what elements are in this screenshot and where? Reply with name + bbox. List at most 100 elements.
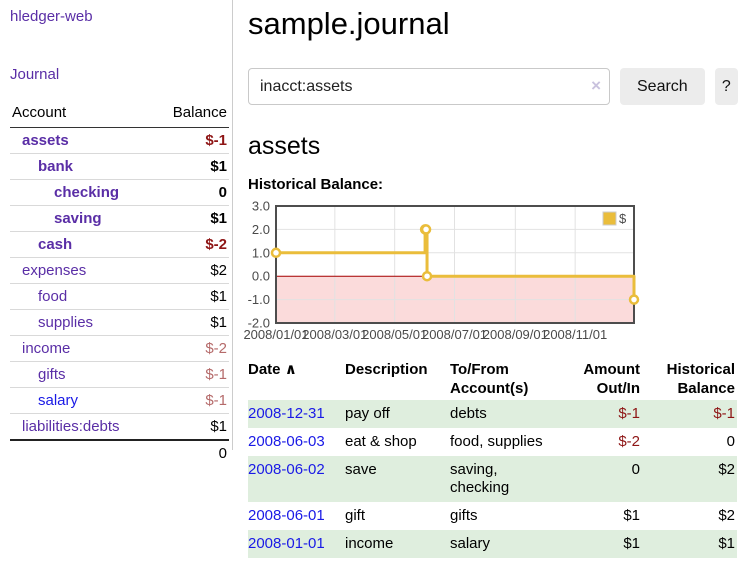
- col-header-historical-balance: Historical Balance: [666, 361, 735, 397]
- sidebar-account-link[interactable]: salary: [38, 392, 79, 409]
- col-header-account: Account: [10, 100, 153, 128]
- account-heading: assets: [248, 132, 321, 160]
- transaction-description: gift: [345, 507, 366, 524]
- data-point-marker: [628, 294, 640, 305]
- transaction-description: eat & shop: [345, 433, 417, 450]
- sidebar-account-link[interactable]: saving: [54, 210, 102, 227]
- sort-ascending-icon: ∧: [284, 361, 297, 378]
- register-row: 2008-06-01 gift gifts $1 $2: [248, 502, 737, 530]
- transaction-date-link[interactable]: 2008-06-01: [248, 507, 325, 524]
- sidebar-account-link[interactable]: expenses: [22, 262, 87, 279]
- sidebar-account-link[interactable]: supplies: [38, 314, 94, 331]
- sidebar-account-balance: $1: [153, 205, 229, 232]
- transaction-amount: $1: [562, 530, 642, 558]
- transaction-date-link[interactable]: 2008-06-02: [248, 461, 325, 478]
- data-point-marker: [421, 270, 433, 282]
- transaction-accounts: gifts: [450, 507, 478, 524]
- transaction-accounts: saving, checking: [450, 456, 562, 502]
- transaction-description: income: [345, 530, 450, 558]
- transaction-date-link[interactable]: 2008-06-03: [248, 433, 325, 450]
- transaction-description: pay off: [345, 400, 450, 428]
- register-row: 2008-06-03 eat & shop food, supplies $-2 0: [248, 428, 737, 456]
- register-table: Date ∧ Description To/From Account(s) Am…: [248, 358, 737, 558]
- transaction-balance: $2: [718, 507, 735, 524]
- legend-swatch: [602, 211, 617, 226]
- chart-title: Historical Balance:: [248, 176, 384, 193]
- sidebar-account-link[interactable]: cash: [38, 236, 73, 253]
- col-header-date[interactable]: Date ∧: [248, 361, 297, 378]
- historical-balance-chart: 3.0 2.0 1.0 0.0 -1.0 -2.02008/01/012008/03/01…: [243, 200, 640, 342]
- transaction-amount: $-1: [562, 400, 642, 428]
- sidebar-account-row: food $1: [10, 283, 229, 310]
- sidebar-account-row: bank $1: [10, 153, 229, 180]
- help-button[interactable]: ?: [714, 68, 738, 105]
- clear-search-icon[interactable]: ×: [591, 76, 601, 95]
- transaction-balance: 0: [726, 433, 735, 450]
- sidebar-account-balance: $-1: [153, 361, 229, 388]
- sidebar-account-row: income $-2: [10, 335, 229, 362]
- col-header-description: Description: [345, 361, 428, 378]
- search-bar: × Search ?: [248, 68, 738, 105]
- sidebar-account-balance: 0: [153, 179, 229, 206]
- data-point-marker: [420, 224, 432, 235]
- sidebar-account-row: supplies $1: [10, 309, 229, 336]
- sidebar-account-balance: $-1: [205, 132, 227, 149]
- sidebar-account-balance: $1: [153, 413, 229, 440]
- transaction-amount: $-2: [618, 433, 640, 450]
- sidebar-account-row: checking 0: [10, 179, 229, 206]
- search-input[interactable]: [248, 68, 610, 105]
- data-point-marker: [270, 247, 282, 259]
- transaction-balance: $1: [642, 530, 737, 558]
- total-balance: 0: [153, 439, 229, 466]
- transaction-description: save: [345, 456, 450, 502]
- sidebar-accounts-body: assets $-1 bank $1 checking 0 saving $1 cash $-2 e…: [10, 128, 229, 440]
- sidebar: hledger-web Journal Account Balance asse…: [0, 0, 233, 466]
- sidebar-account-balance: $2: [153, 257, 229, 284]
- sidebar-item-journal[interactable]: Journal: [10, 66, 60, 83]
- sidebar-account-row: saving $1: [10, 205, 229, 232]
- brand-link[interactable]: hledger-web: [10, 8, 93, 25]
- register-body: 2008-12-31 pay off debts $-1 $-1 2008-06-03 ea…: [248, 400, 737, 558]
- sidebar-account-balance: $-2: [153, 231, 229, 258]
- main-content: sample.journal × Search ? assets Histori…: [243, 0, 738, 558]
- col-header-accounts: To/From Account(s): [450, 361, 529, 397]
- transaction-balance: $2: [642, 456, 737, 502]
- legend-label: $: [619, 211, 627, 226]
- accounts-balance-table: Account Balance assets $-1 bank $1 checking 0…: [10, 100, 229, 466]
- sidebar-account-row: gifts $-1: [10, 361, 229, 388]
- transaction-date-link[interactable]: 2008-12-31: [248, 405, 325, 422]
- x-axis-tick-label: 2008/05/01: [362, 327, 427, 342]
- sidebar-account-balance: $-2: [153, 335, 229, 362]
- register-row: 2008-06-02 save saving, checking 0 $2: [248, 456, 737, 502]
- y-axis-tick-label: 0.0: [252, 269, 270, 284]
- sidebar-account-row: liabilities:debts $1: [10, 413, 229, 440]
- transaction-amount: 0: [562, 456, 642, 502]
- sidebar-account-link[interactable]: gifts: [38, 366, 66, 383]
- page-title: sample.journal: [248, 6, 450, 41]
- sidebar-account-link[interactable]: income: [22, 340, 71, 357]
- y-axis-tick-label: -1.0: [248, 292, 270, 307]
- register-row: 2008-12-31 pay off debts $-1 $-1: [248, 400, 737, 428]
- transaction-amount: $1: [623, 507, 640, 524]
- sidebar-account-link[interactable]: liabilities:debts: [22, 418, 120, 435]
- sidebar-account-link[interactable]: checking: [54, 184, 120, 201]
- plot-border: [275, 205, 635, 324]
- y-axis-tick-label: 3.0: [252, 200, 270, 214]
- sidebar-account-balance: $1: [153, 283, 229, 310]
- sidebar-account-row: assets $-1: [10, 128, 229, 154]
- sidebar-account-balance: $1: [153, 153, 229, 180]
- sidebar-account-row: expenses $2: [10, 257, 229, 284]
- y-axis-tick-label: -2.0: [248, 316, 270, 331]
- sidebar-account-link[interactable]: assets: [22, 132, 69, 149]
- search-box: ×: [248, 68, 610, 105]
- register-header-row: Date ∧ Description To/From Account(s) Am…: [248, 358, 737, 400]
- sidebar-account-row: cash $-2: [10, 231, 229, 258]
- transaction-date-link[interactable]: 2008-01-01: [248, 535, 325, 552]
- transaction-accounts: salary: [450, 530, 562, 558]
- sidebar-account-link[interactable]: food: [38, 288, 68, 305]
- x-axis-tick-label: 2008/03/01: [302, 327, 367, 342]
- sidebar-account-balance: $1: [153, 309, 229, 336]
- sidebar-account-link[interactable]: bank: [38, 158, 74, 175]
- search-button[interactable]: Search: [620, 68, 705, 105]
